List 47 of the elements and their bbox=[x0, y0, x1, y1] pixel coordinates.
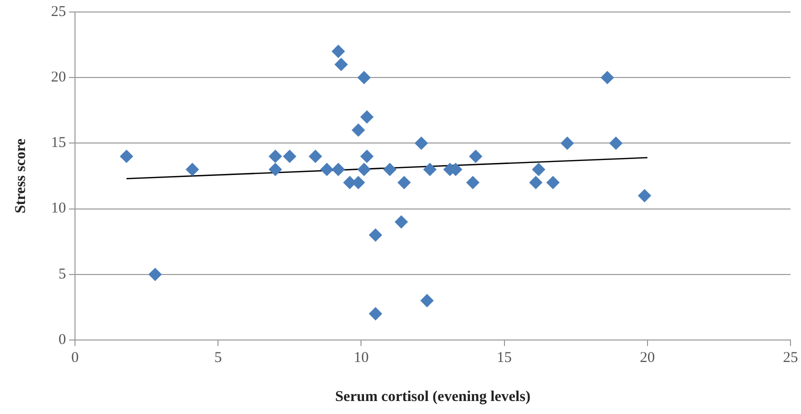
point bbox=[320, 162, 334, 176]
point bbox=[529, 176, 542, 190]
point bbox=[120, 150, 134, 163]
point bbox=[369, 307, 382, 320]
x-tick-label: 10 bbox=[354, 350, 369, 366]
y-tick-label: 5 bbox=[58, 266, 66, 282]
point bbox=[414, 136, 428, 150]
point bbox=[420, 294, 434, 308]
y-tick-label: 10 bbox=[51, 200, 66, 217]
point bbox=[609, 136, 622, 150]
point bbox=[268, 150, 282, 163]
y-tick-label: 0 bbox=[58, 332, 66, 348]
y-tick-label: 15 bbox=[51, 135, 66, 152]
y-tick-label: 25 bbox=[51, 4, 66, 20]
point bbox=[352, 124, 365, 137]
point bbox=[423, 162, 436, 176]
point bbox=[268, 162, 282, 176]
point bbox=[358, 162, 371, 176]
point bbox=[398, 176, 411, 190]
point bbox=[638, 189, 652, 202]
point bbox=[532, 162, 546, 176]
point bbox=[332, 162, 345, 176]
point bbox=[469, 150, 482, 163]
x-axis-title: Serum cortisol (evening levels) bbox=[335, 388, 530, 405]
point bbox=[283, 150, 296, 163]
point bbox=[600, 71, 614, 84]
point bbox=[308, 150, 322, 163]
point bbox=[560, 136, 574, 150]
point bbox=[148, 268, 162, 281]
point bbox=[334, 58, 348, 71]
point bbox=[358, 71, 371, 84]
point bbox=[466, 176, 480, 190]
x-tick-label: 25 bbox=[783, 350, 798, 366]
point bbox=[369, 228, 382, 242]
point bbox=[383, 162, 396, 176]
x-tick-label: 20 bbox=[640, 350, 655, 366]
point bbox=[332, 44, 345, 58]
point bbox=[394, 215, 408, 228]
y-tick-label: 20 bbox=[51, 70, 66, 86]
point bbox=[360, 110, 374, 124]
x-tick-label: 5 bbox=[214, 350, 222, 366]
x-tick-label: 15 bbox=[496, 350, 512, 366]
point bbox=[546, 176, 560, 190]
x-tick-label: 0 bbox=[71, 350, 79, 366]
point bbox=[360, 150, 374, 163]
point bbox=[186, 162, 199, 176]
y-axis-title: Stress score bbox=[12, 138, 29, 214]
